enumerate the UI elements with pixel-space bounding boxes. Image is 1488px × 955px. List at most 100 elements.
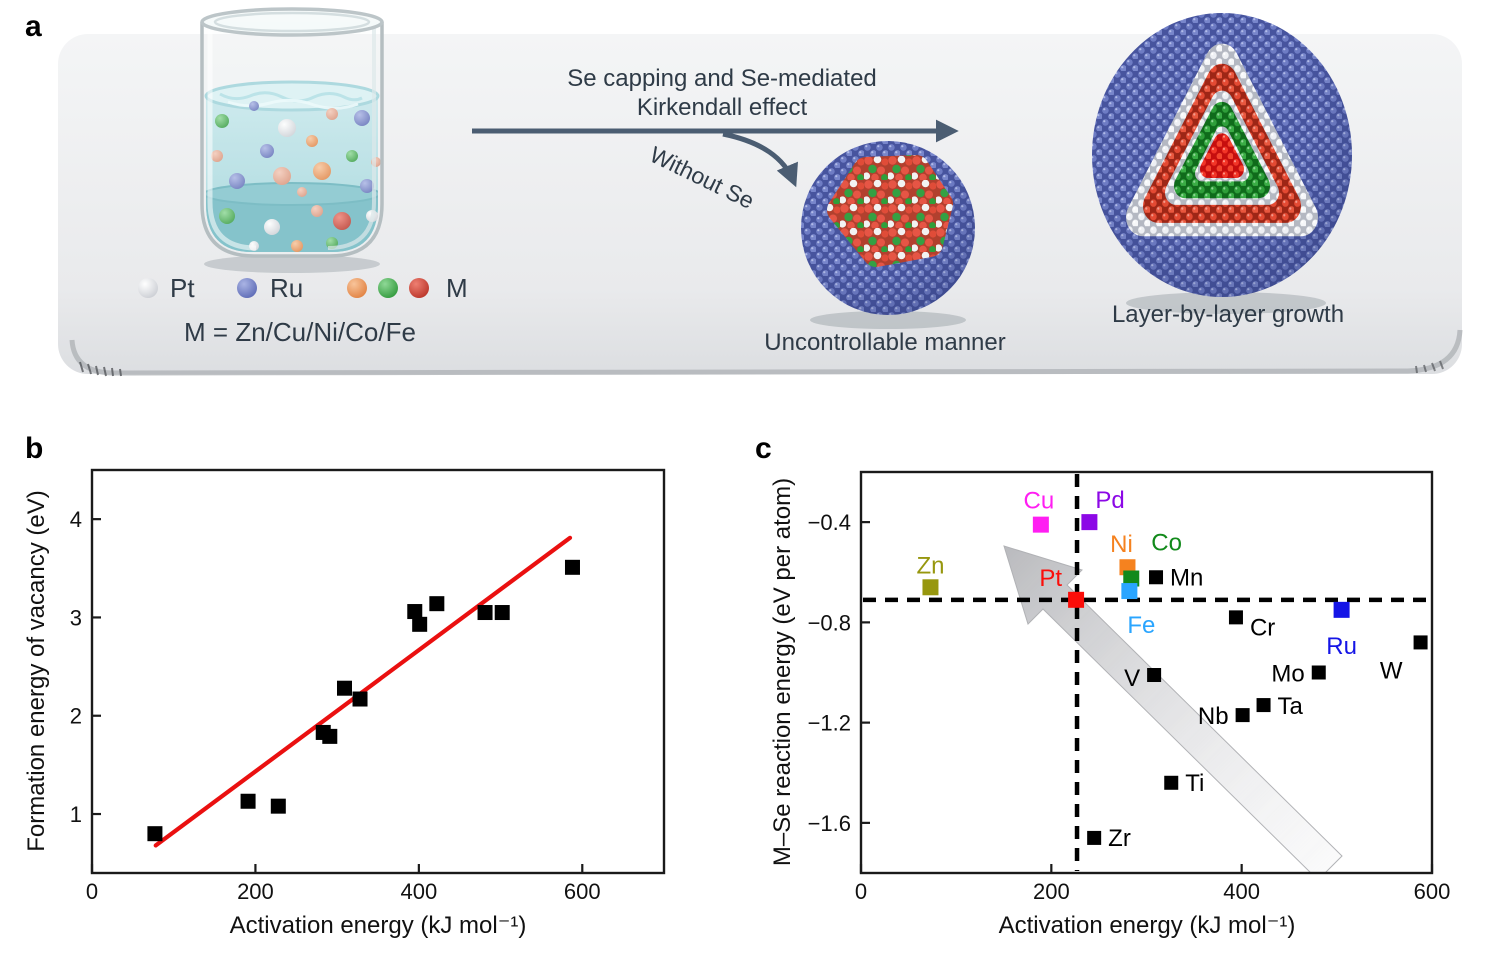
- data-point-Ru: [1333, 601, 1350, 618]
- x-tick-label: 600: [564, 879, 601, 904]
- data-point-Co: [1123, 570, 1140, 587]
- element-label-Ta: Ta: [1278, 693, 1304, 720]
- process-arrow-label-line1: Se capping and Se-mediated: [567, 65, 877, 92]
- panel-a-legend: Pt Ru M M = Zn/Cu/Ni/Co/Fe: [138, 273, 468, 347]
- liquid-surface: [204, 80, 380, 112]
- data-point: [352, 691, 368, 707]
- legend-swatch-m-red: [409, 278, 429, 298]
- x-tick-label: 400: [400, 879, 437, 904]
- data-point-Nb: [1235, 708, 1250, 723]
- legend-swatch-ru: [237, 278, 257, 298]
- panel-c-yaxis-title: M–Se reaction energy (eV per atom): [769, 478, 796, 866]
- beaker-shadow: [204, 255, 380, 273]
- legend-label-ru: Ru: [270, 273, 303, 303]
- cut-face-mixed: [827, 155, 953, 267]
- panel-c-letter: c: [755, 432, 772, 465]
- element-label-Zn: Zn: [916, 552, 944, 579]
- data-point: [407, 604, 423, 620]
- legend-swatch-m-green: [378, 278, 398, 298]
- x-tick-label: 200: [237, 879, 274, 904]
- element-label-Nb: Nb: [1198, 703, 1229, 730]
- data-point-V: [1147, 668, 1162, 683]
- trend-arrow: [1003, 545, 1343, 872]
- x-tick-label: 600: [1414, 879, 1451, 904]
- y-tick-label: −0.8: [808, 610, 851, 635]
- data-point-Ta: [1256, 698, 1271, 713]
- data-point-Cu: [1032, 516, 1049, 533]
- legend-label-m: M: [446, 273, 468, 303]
- data-point: [270, 798, 286, 814]
- panel-b-letter: b: [25, 432, 43, 465]
- data-point-Zn: [922, 579, 939, 596]
- element-label-W: W: [1380, 657, 1403, 684]
- data-point: [240, 793, 256, 809]
- legend-label-pt: Pt: [170, 273, 195, 303]
- y-tick-label: −1.6: [808, 811, 851, 836]
- data-point-Cr: [1228, 610, 1243, 625]
- process-arrow-label-line2: Kirkendall effect: [637, 94, 808, 121]
- legend-swatch-m-orange: [347, 278, 367, 298]
- legend-swatch-pt: [138, 278, 158, 298]
- panel-c-xaxis-title: Activation energy (kJ mol⁻¹): [999, 912, 1296, 939]
- x-tick-label: 400: [1223, 879, 1260, 904]
- data-point-Ti: [1164, 775, 1179, 790]
- data-point-Pd: [1081, 514, 1098, 531]
- y-tick-label: 4: [70, 507, 82, 532]
- panel-c-plot: 0 200 400 600 −0.4 −0.8 −1.2 −1.6 Zn Cu Pd Ni Co Mn Pt…: [808, 470, 1451, 904]
- y-tick-label: −0.4: [808, 510, 851, 535]
- platform-edge-ticks-right: [1415, 360, 1444, 374]
- plot-frame: [859, 470, 1434, 875]
- element-label-V: V: [1124, 665, 1140, 692]
- y-tick-label: −1.2: [808, 711, 851, 736]
- uncontrollable-caption: Uncontrollable manner: [764, 329, 1005, 356]
- element-label-Cr: Cr: [1250, 614, 1275, 641]
- data-point: [564, 559, 580, 575]
- element-label-Ru: Ru: [1326, 633, 1357, 660]
- element-label-Mn: Mn: [1170, 564, 1203, 591]
- element-label-Fe: Fe: [1127, 612, 1155, 639]
- data-point: [336, 680, 352, 696]
- element-label-Cu: Cu: [1024, 488, 1055, 515]
- element-label-Co: Co: [1151, 530, 1182, 557]
- data-point-Mn: [1149, 570, 1164, 585]
- data-point: [494, 605, 510, 621]
- y-tick-label: 1: [70, 802, 82, 827]
- cut-face-layers: [1126, 43, 1318, 237]
- element-label-Ni: Ni: [1110, 531, 1133, 558]
- data-point-W: [1413, 635, 1428, 650]
- panel-b-xaxis-title: Activation energy (kJ mol⁻¹): [230, 912, 527, 939]
- element-label-Ti: Ti: [1185, 770, 1204, 797]
- panel-a-letter: a: [25, 10, 42, 43]
- layered-nanoparticle: [1092, 13, 1352, 314]
- x-tick-label: 0: [86, 879, 98, 904]
- data-point-Mo: [1311, 665, 1326, 680]
- uncontrollable-nanoparticle: [801, 141, 975, 329]
- element-label-Pt: Pt: [1039, 565, 1062, 592]
- element-label-Mo: Mo: [1271, 661, 1304, 688]
- data-point: [429, 596, 445, 612]
- x-tick-label: 0: [855, 879, 867, 904]
- x-tick-label: 200: [1033, 879, 1070, 904]
- layer-by-layer-caption: Layer-by-layer growth: [1112, 301, 1344, 328]
- data-point-Fe: [1121, 583, 1138, 600]
- plot-frame: [90, 468, 666, 875]
- element-label-Zr: Zr: [1108, 825, 1131, 852]
- y-tick-label: 3: [70, 605, 82, 630]
- panel-b-yaxis-title: Formation energy of vacancy (eV): [23, 490, 50, 852]
- legend-m-definition: M = Zn/Cu/Ni/Co/Fe: [184, 317, 416, 347]
- data-point-Zr: [1087, 830, 1102, 845]
- data-point: [147, 826, 163, 842]
- without-se-arrow: [722, 131, 798, 188]
- y-tick-label: 2: [70, 704, 82, 729]
- beaker-glass: [200, 7, 384, 258]
- element-label-Pd: Pd: [1095, 487, 1124, 514]
- data-point: [412, 616, 428, 632]
- platform-edge-ticks-left: [79, 361, 122, 377]
- data-point-Pt: [1068, 591, 1085, 608]
- beaker-illustration: [200, 7, 384, 273]
- panel-b-plot: 0 200 400 600 1 2 3 4: [70, 468, 666, 904]
- data-point: [322, 728, 338, 744]
- data-point: [477, 605, 493, 621]
